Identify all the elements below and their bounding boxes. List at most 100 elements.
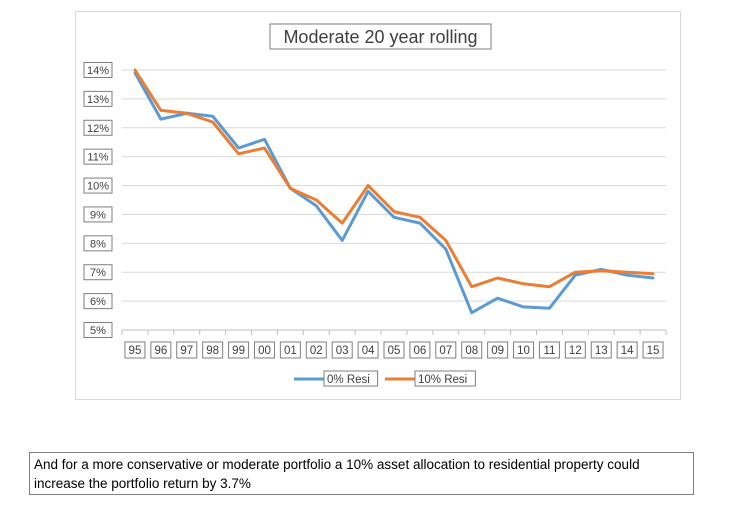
x-tick-label: 98 [206,345,219,357]
y-tick-box [83,264,113,281]
x-tick-label: 12 [569,345,582,357]
x-tick-label: 07 [439,345,452,357]
y-tick-box [83,148,113,165]
y-tick-label: 11% [87,152,108,164]
y-tick-box [83,293,113,310]
y-tick-box [83,62,113,78]
data-point [418,216,422,219]
caption-box: And for a more conservative or moderate … [29,452,694,495]
chart-title: Moderate 20 year rolling [283,27,477,47]
data-point [237,146,240,150]
data-point [366,184,370,187]
data-point [651,272,655,275]
x-tick-label: 10 [517,345,530,357]
x-tick-label: 02 [310,345,323,357]
x-tick-box [228,341,250,359]
data-point [522,282,525,285]
y-tick-label: 13% [87,94,109,106]
x-tick-box [124,341,146,359]
data-point [340,239,344,242]
data-point [159,109,163,112]
x-tick-label: 96 [154,345,167,357]
data-point [237,152,240,155]
data-point [548,285,551,288]
x-tick-box [461,341,483,359]
y-tick-box [83,322,113,338]
x-tick-label: 99 [232,345,245,357]
data-point [574,271,577,274]
data-point [522,305,525,309]
data-point [392,210,396,213]
data-point [263,146,266,150]
x-tick-box [435,341,457,359]
data-point [133,68,137,72]
series-line [133,71,655,315]
x-tick-box [253,341,275,359]
y-tick-box [83,177,113,194]
data-point [625,271,629,274]
series-line [133,68,655,289]
x-tick-box [616,341,638,359]
x-tick-box [305,341,327,359]
x-tick-box [409,341,431,359]
x-tick-label: 09 [491,345,504,357]
x-tick-box [487,341,509,359]
data-point [211,115,214,118]
x-tick-label: 14 [621,345,634,357]
x-tick-label: 06 [414,345,427,357]
data-point [470,285,473,288]
x-tick-box [590,341,612,359]
x-tick-label: 15 [647,345,660,357]
data-point [185,112,188,115]
legend-label-box [414,370,476,387]
y-tick-label: 8% [90,238,106,250]
data-point [444,247,448,251]
x-tick-box [513,341,535,359]
x-tick-label: 00 [258,345,271,357]
chart-title-box [269,23,492,50]
x-tick-label: 03 [336,345,349,357]
data-point [159,117,163,121]
data-point [392,216,396,219]
data-point [444,239,448,242]
data-point [496,276,499,280]
x-tick-label: 04 [362,345,375,357]
data-point [315,204,318,207]
y-tick-label: 12% [87,123,109,135]
x-tick-box [383,341,405,359]
y-tick-label: 7% [90,267,106,279]
y-tick-label: 14% [87,65,109,77]
chart-frame: Moderate 20 year rolling 5% 6% 7% 8% 9% 10% 11… [75,11,681,400]
data-point [548,307,551,310]
data-point [289,187,292,190]
y-tick-box [83,206,113,223]
y-tick-box [83,235,113,252]
data-point [366,190,370,193]
data-point [418,221,422,225]
x-tick-box [331,341,353,359]
x-tick-box [642,341,664,359]
x-tick-label: 01 [284,345,297,357]
data-point [625,273,629,277]
x-tick-box [279,341,301,359]
data-point [263,138,266,141]
y-tick-label: 10% [87,181,109,193]
x-tick-box [202,341,224,359]
data-point [574,273,577,277]
x-tick-label: 13 [595,345,608,357]
data-point [211,120,214,124]
y-tick-box [83,90,113,107]
y-tick-box [83,119,113,136]
x-tick-label: 05 [388,345,401,357]
x-tick-box [176,341,198,359]
data-point [470,311,473,314]
caption-text: And for a more conservative or moderate … [34,457,640,491]
x-tick-label: 97 [180,345,193,357]
y-tick-label: 5% [90,325,106,337]
legend-label-box [323,370,379,387]
x-tick-box [538,341,560,359]
data-point [315,198,318,202]
x-tick-label: 95 [129,345,142,357]
x-tick-box [564,341,586,359]
y-tick-label: 6% [90,296,106,308]
